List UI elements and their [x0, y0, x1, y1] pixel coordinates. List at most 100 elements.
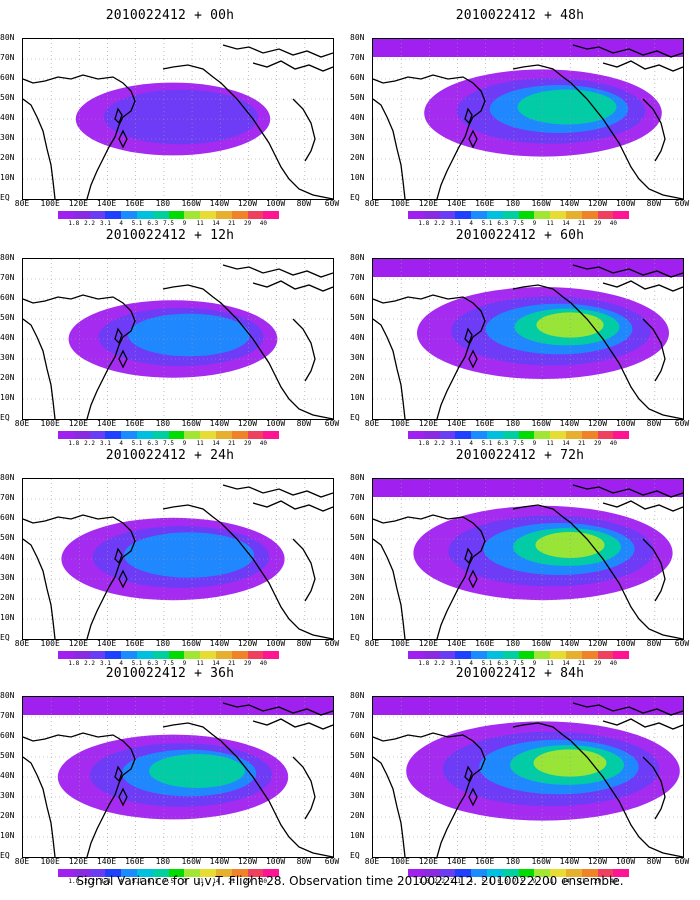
colorbar-label: 21	[578, 220, 586, 227]
colorbar-swatch	[105, 869, 122, 877]
longitude-label: 100W	[265, 199, 286, 208]
colorbar-label: 2.2	[84, 660, 96, 667]
map-plot-area	[372, 38, 684, 200]
colorbar-label: 14	[212, 440, 220, 447]
longitude-label: 180	[155, 857, 171, 866]
longitude-label: 140E	[96, 857, 117, 866]
variance-contour	[373, 697, 683, 715]
latitude-label: 10N	[350, 831, 365, 840]
coastline	[222, 702, 333, 716]
longitude-label: 120E	[68, 419, 88, 428]
colorbar-swatch	[613, 651, 630, 659]
colorbar-label: 5.1	[131, 440, 143, 447]
coastline	[252, 718, 333, 730]
colorbar-label: 14	[212, 660, 220, 667]
colorbar-label: 1.8	[418, 878, 430, 885]
colorbar-label: 6.3	[147, 660, 159, 667]
colorbar-label: 2.2	[434, 878, 446, 885]
colorbar-swatch	[105, 651, 122, 659]
colorbar-label: 9	[532, 440, 537, 447]
longitude-label: 160W	[531, 419, 551, 428]
latitude-label: EQ	[0, 193, 10, 202]
longitude-label: 120W	[237, 857, 258, 866]
colorbar-label: 29	[243, 660, 252, 667]
colorbar-swatch	[518, 651, 535, 659]
coastline	[23, 756, 56, 857]
longitude-label: 160W	[181, 639, 201, 648]
latitude-label: 50N	[350, 751, 365, 760]
colorbar-label: 21	[578, 660, 586, 667]
longitude-label: 180	[155, 419, 171, 428]
map-svg	[373, 697, 683, 857]
colorbar-swatch	[231, 431, 248, 439]
colorbar-label: 29	[593, 660, 602, 667]
latitude-label: 40N	[350, 113, 365, 122]
latitude-label: 70N	[0, 711, 15, 720]
longitude-label: 120W	[237, 419, 258, 428]
longitude-label: 160W	[181, 419, 201, 428]
longitude-label: 80E	[14, 419, 30, 428]
longitude-label: 60W	[324, 419, 340, 428]
coastline	[468, 349, 478, 369]
colorbar-swatch	[534, 869, 551, 877]
coastline	[118, 129, 128, 149]
coastline	[23, 538, 56, 639]
map-plot-area	[372, 696, 684, 858]
coastline	[373, 74, 486, 199]
map-svg	[373, 39, 683, 199]
colorbar-label: 11	[196, 878, 204, 885]
longitude-label: 80E	[364, 857, 380, 866]
colorbar-swatch	[136, 211, 153, 219]
colorbar	[58, 651, 280, 659]
colorbar-swatch	[89, 211, 106, 219]
colorbar-swatch	[408, 211, 424, 219]
colorbar-label: 2.2	[434, 660, 446, 667]
variance-contour	[149, 754, 245, 788]
colorbar-label: 1.8	[68, 220, 80, 227]
colorbar-label: 6.3	[497, 220, 509, 227]
coastline	[118, 787, 128, 807]
colorbar-swatch	[565, 431, 582, 439]
colorbar-label: 11	[546, 220, 554, 227]
coastline	[572, 264, 683, 278]
colorbar-swatch	[613, 211, 630, 219]
longitude-label: 60W	[674, 419, 690, 428]
colorbar-swatch	[597, 431, 614, 439]
latitude-label: 40N	[0, 113, 15, 122]
colorbar-swatch	[581, 431, 598, 439]
colorbar-label: 1.8	[68, 660, 80, 667]
latitude-label: 50N	[0, 533, 15, 542]
colorbar-swatch	[550, 431, 566, 439]
coastline	[512, 504, 683, 639]
colorbar-swatch	[247, 651, 264, 659]
colorbar-label: 29	[593, 440, 602, 447]
colorbar-label: 4	[119, 660, 123, 667]
colorbar-swatch	[550, 651, 566, 659]
colorbar-label: 6.3	[147, 878, 159, 885]
latitude-label: 20N	[0, 593, 15, 602]
longitude-label: 120W	[587, 199, 608, 208]
colorbar-swatch	[408, 651, 424, 659]
latitude-label: 70N	[350, 493, 365, 502]
colorbar-swatch	[518, 211, 535, 219]
colorbar-swatch	[152, 431, 169, 439]
longitude-label: 100E	[390, 639, 410, 648]
colorbar-swatch	[597, 211, 614, 219]
longitude-label: 60W	[324, 639, 340, 648]
map-svg	[373, 479, 683, 639]
colorbar-label: 7.5	[163, 660, 175, 667]
colorbar-label: 11	[196, 220, 204, 227]
coastline	[464, 765, 473, 783]
latitude-label: 30N	[350, 573, 365, 582]
coastline	[23, 732, 136, 857]
coastline	[642, 756, 666, 820]
map-plot-area	[22, 478, 334, 640]
colorbar-label: 6.3	[497, 660, 509, 667]
longitude-label: 100E	[390, 199, 410, 208]
colorbar-swatch	[247, 211, 264, 219]
colorbar-swatch	[89, 431, 106, 439]
longitude-label: 140E	[96, 199, 117, 208]
colorbar-swatch	[423, 651, 440, 659]
longitude-label: 60W	[324, 857, 340, 866]
colorbar-label: 5.1	[131, 660, 143, 667]
